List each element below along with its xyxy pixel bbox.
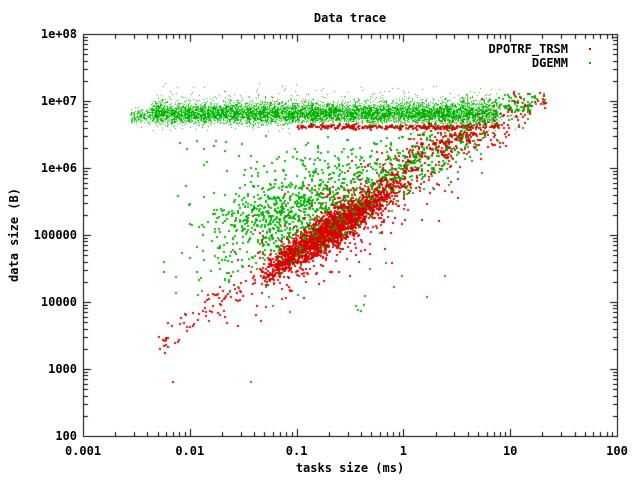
x-tick-label: 0.1 bbox=[285, 444, 308, 458]
legend-item-dgemm: DGEMM bbox=[489, 56, 591, 70]
legend-label: DGEMM bbox=[531, 56, 568, 70]
y-tick-label: 100 bbox=[55, 429, 77, 443]
y-tick-label: 1000 bbox=[48, 362, 77, 376]
y-tick-label: 100000 bbox=[33, 228, 77, 242]
legend-item-dpotrf-trsm: DPOTRF_TRSM bbox=[489, 42, 591, 56]
legend-label: DPOTRF_TRSM bbox=[488, 42, 568, 56]
y-tick-label: 1e+06 bbox=[40, 161, 77, 175]
chart-title: Data trace bbox=[313, 11, 387, 25]
y-tick-label: 1e+07 bbox=[40, 94, 77, 108]
y-tick-label: 10000 bbox=[40, 295, 77, 309]
x-tick-label: 100 bbox=[606, 444, 628, 458]
x-axis-title: tasks size (ms) bbox=[295, 461, 405, 475]
x-tick-label: 0.01 bbox=[175, 444, 205, 458]
legend-marker-dot bbox=[589, 48, 591, 50]
x-tick-label: 1 bbox=[399, 444, 408, 458]
legend: DPOTRF_TRSM DGEMM bbox=[489, 42, 591, 70]
legend-marker-dot bbox=[589, 62, 591, 64]
x-tick-label: 0.001 bbox=[64, 444, 102, 458]
x-tick-label: 10 bbox=[502, 444, 518, 458]
y-tick-label: 1e+08 bbox=[40, 27, 77, 41]
y-axis-title: data size (B) bbox=[7, 188, 21, 282]
